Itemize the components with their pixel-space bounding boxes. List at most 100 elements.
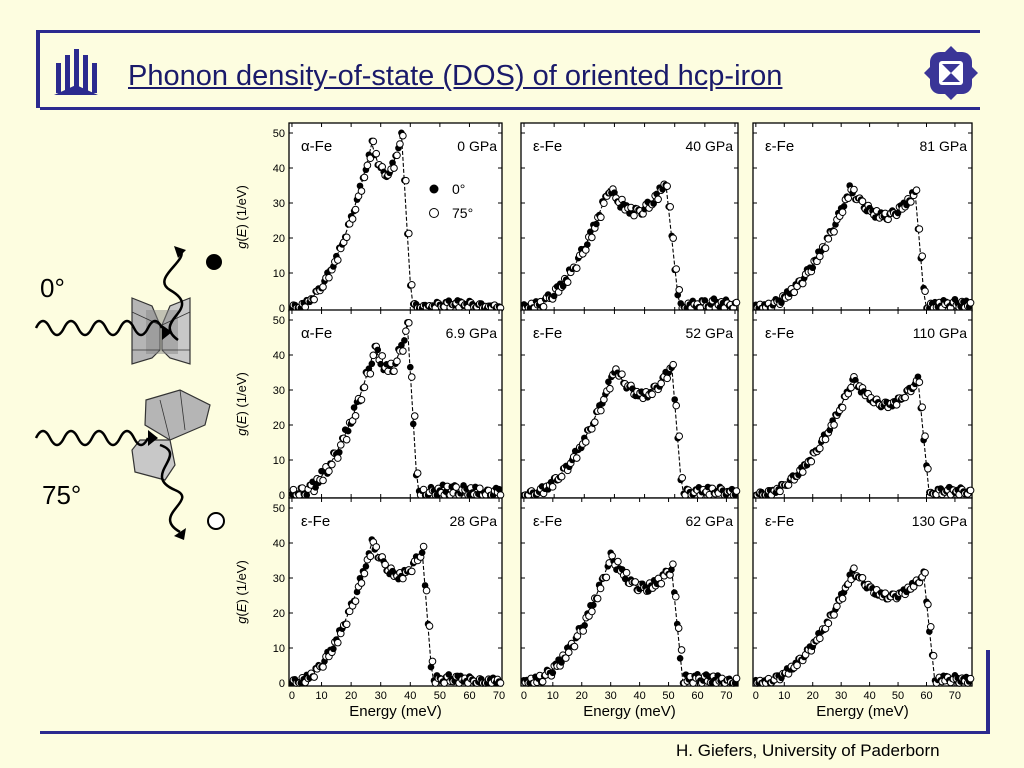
x-tick-label: 40 xyxy=(634,690,646,702)
data-point-75deg xyxy=(342,620,351,629)
legend-marker-75deg xyxy=(429,208,439,218)
data-point-75deg xyxy=(325,467,333,476)
anvil-cell-75deg-icon xyxy=(34,389,225,540)
data-point-75deg xyxy=(334,454,342,462)
y-axis-label: g(E) (1/eV) xyxy=(234,372,249,436)
data-point-75deg xyxy=(669,360,678,369)
pressure-label: 0 GPa xyxy=(457,138,497,154)
data-point-75deg xyxy=(422,586,431,595)
data-point-75deg xyxy=(907,198,915,206)
data-point-75deg xyxy=(396,140,404,148)
data-point-0deg xyxy=(495,485,503,493)
data-point-0deg xyxy=(668,566,675,573)
data-point-75deg xyxy=(821,435,830,444)
data-point-75deg xyxy=(357,395,366,404)
data-point-75deg xyxy=(597,213,605,222)
data-point-75deg xyxy=(677,646,686,654)
data-point-75deg xyxy=(369,351,378,360)
data-point-75deg xyxy=(790,288,799,297)
data-point-75deg xyxy=(588,233,596,242)
dos-panel-9: 0 10 20 30 40 50 60 70 Energy (meV) ε-Fe 130 GPa xyxy=(752,497,975,720)
data-point-75deg xyxy=(334,638,342,647)
data-point-75deg xyxy=(413,469,422,477)
data-point-75deg xyxy=(833,602,841,611)
data-point-0deg xyxy=(401,337,408,344)
y-tick-label: 30 xyxy=(273,198,285,210)
y-tick-label: 40 xyxy=(273,350,285,362)
data-point-0deg xyxy=(445,671,453,678)
phase-label: ε-Fe xyxy=(533,138,562,155)
angle-label-75: 75° xyxy=(42,480,82,510)
data-point-75deg xyxy=(557,472,566,481)
x-tick-label: 60 xyxy=(463,690,475,702)
phase-label: ε-Fe xyxy=(765,325,794,342)
data-point-75deg xyxy=(821,244,830,252)
data-point-75deg xyxy=(850,185,858,194)
x-tick-label: 70 xyxy=(949,690,961,702)
data-point-0deg xyxy=(605,378,612,386)
data-point-75deg xyxy=(926,622,935,631)
data-point-75deg xyxy=(648,390,656,399)
data-point-75deg xyxy=(654,195,662,204)
phase-label: ε-Fe xyxy=(765,513,794,530)
data-point-75deg xyxy=(824,619,833,628)
data-point-75deg xyxy=(496,491,505,499)
x-tick-label: 20 xyxy=(345,690,357,702)
data-point-75deg xyxy=(921,432,929,441)
dos-panel-6: ε-Fe 110 GPa xyxy=(752,309,975,499)
data-point-75deg xyxy=(405,229,413,238)
data-point-75deg xyxy=(381,560,389,569)
y-tick-label: 10 xyxy=(273,455,285,467)
data-point-75deg xyxy=(921,568,929,577)
data-point-75deg xyxy=(325,273,333,282)
x-tick-label: 30 xyxy=(605,690,617,702)
data-point-75deg xyxy=(562,654,570,662)
data-point-75deg xyxy=(378,352,386,360)
x-tick-label: 10 xyxy=(315,690,327,702)
data-point-0deg xyxy=(427,663,435,671)
pressure-label: 130 GPa xyxy=(912,513,967,529)
x-tick-label: 60 xyxy=(920,690,932,702)
frame-left-rule xyxy=(36,30,40,108)
data-point-75deg xyxy=(844,194,853,202)
data-point-75deg xyxy=(674,624,683,632)
y-axis-label: g(E) (1/eV) xyxy=(234,185,249,249)
x-tick-label: 0 xyxy=(753,690,759,702)
x-tick-label: 0 xyxy=(521,690,527,702)
data-point-0deg xyxy=(374,346,382,354)
data-point-75deg xyxy=(838,403,847,412)
data-point-75deg xyxy=(407,373,416,381)
data-point-75deg xyxy=(793,661,801,670)
data-point-75deg xyxy=(425,622,434,630)
data-point-75deg xyxy=(572,264,581,272)
data-point-75deg xyxy=(672,401,681,410)
panel-frame xyxy=(752,309,973,499)
page-title: Phonon density-of-state (DOS) of oriente… xyxy=(128,60,783,92)
data-point-0deg xyxy=(676,654,684,662)
data-point-75deg xyxy=(600,199,608,208)
x-tick-label: 50 xyxy=(892,690,904,702)
data-point-75deg xyxy=(390,164,398,172)
pressure-label: 62 GPa xyxy=(686,513,734,529)
data-point-75deg xyxy=(360,173,369,182)
data-point-75deg xyxy=(588,607,596,616)
data-point-75deg xyxy=(622,568,631,577)
data-point-75deg xyxy=(539,302,548,311)
angle-label-0: 0° xyxy=(40,273,65,303)
data-point-0deg xyxy=(406,363,414,371)
dos-panel-4: 0 10 20 30 40 50 g(E) (1/eV) α-Fe 6.9 GPa xyxy=(234,309,505,502)
data-point-75deg xyxy=(966,298,975,307)
data-point-75deg xyxy=(915,225,924,233)
data-point-75deg xyxy=(675,432,684,441)
legend-marker-0deg xyxy=(429,184,439,194)
pressure-label: 81 GPa xyxy=(920,138,968,154)
legend-label-0deg: 0° xyxy=(452,181,465,197)
data-point-0deg xyxy=(549,669,557,677)
data-point-75deg xyxy=(597,406,605,415)
y-tick-label: 0 xyxy=(279,303,285,315)
x-tick-label: 70 xyxy=(720,690,732,702)
data-point-75deg xyxy=(901,393,909,402)
data-point-75deg xyxy=(830,611,838,619)
data-point-75deg xyxy=(372,543,381,551)
